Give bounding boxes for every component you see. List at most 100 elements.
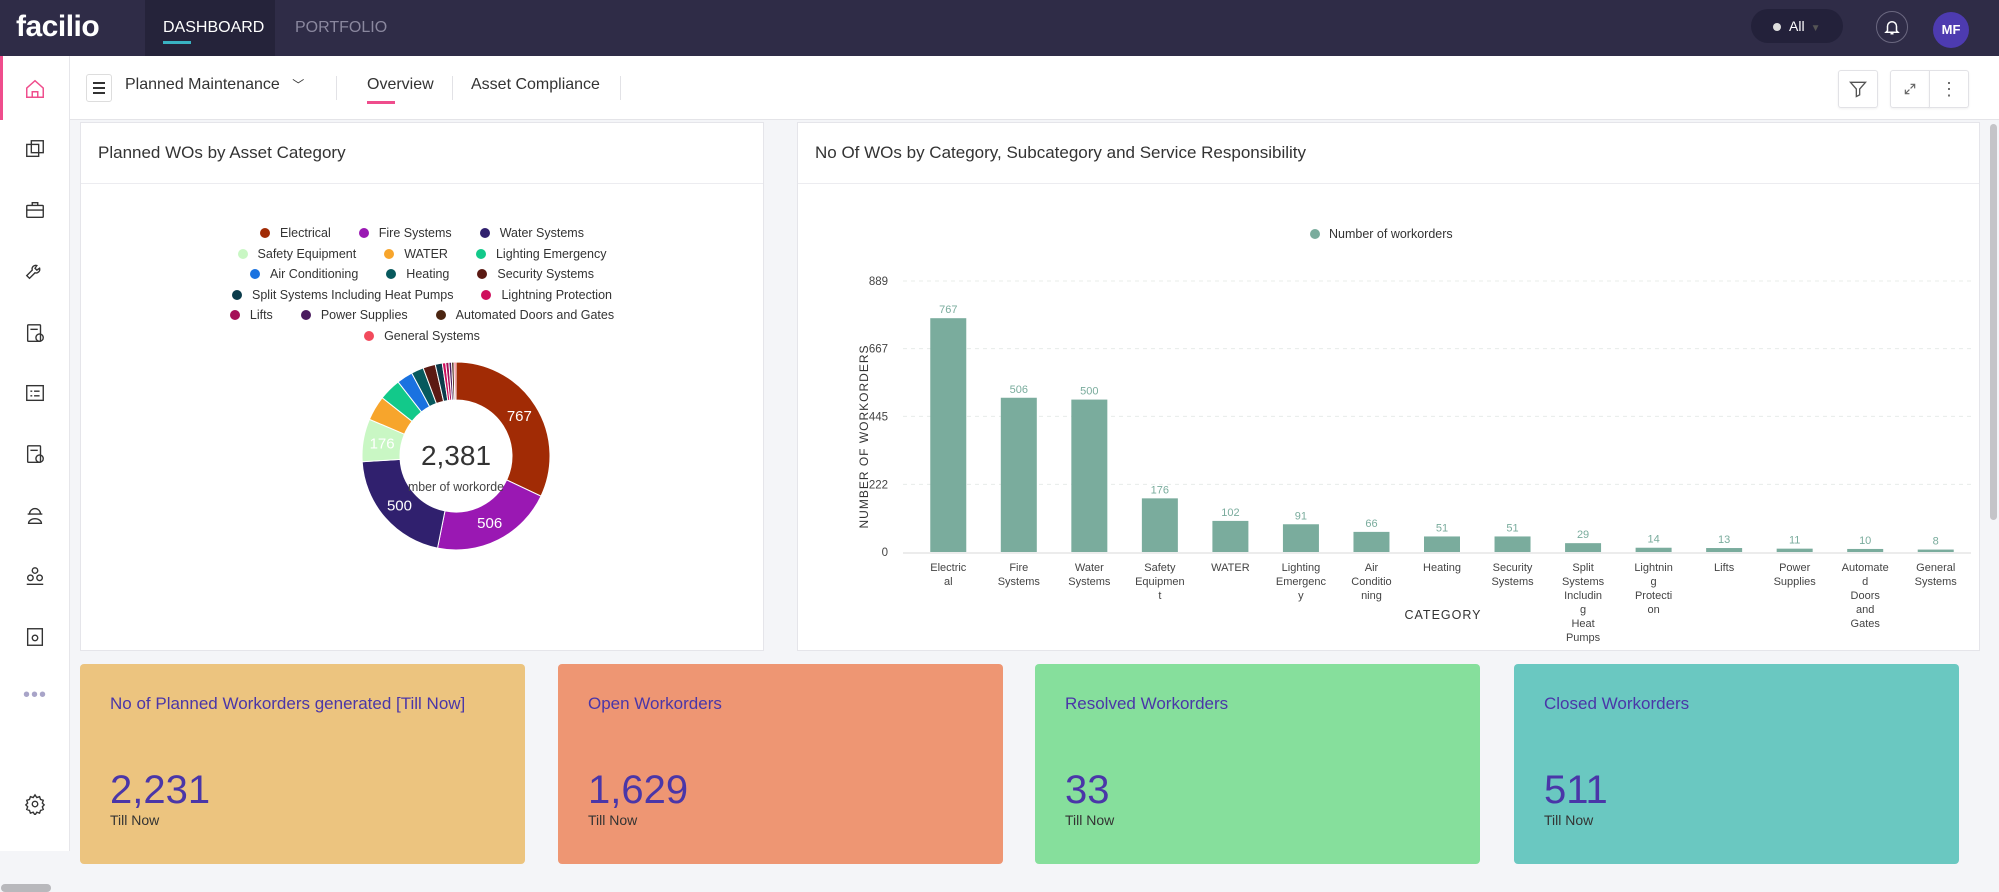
- user-avatar[interactable]: MF: [1933, 12, 1969, 48]
- legend-item[interactable]: Split Systems Including Heat Pumps: [232, 288, 453, 302]
- x-tick-label: Safety: [1144, 562, 1176, 574]
- legend-item[interactable]: Power Supplies: [300, 308, 408, 322]
- legend-item[interactable]: Water Systems: [479, 226, 584, 241]
- divider: [336, 76, 337, 100]
- bar: [1212, 520, 1249, 552]
- legend-label: Water Systems: [499, 226, 584, 241]
- kpi-card-open[interactable]: Open Workorders 1,629 Till Now: [558, 664, 1003, 864]
- bar-value-label: 51: [1436, 522, 1448, 534]
- y-tick-label: 445: [869, 411, 888, 423]
- kpi-subtitle: Till Now: [110, 812, 160, 828]
- x-tick-label: on: [1647, 604, 1659, 616]
- tab-asset-compliance[interactable]: Asset Compliance: [471, 76, 600, 93]
- bar-value-label: 10: [1859, 535, 1871, 547]
- legend-dot: [358, 228, 369, 239]
- x-tick-label: al: [944, 576, 953, 588]
- x-tick-label: Pumps: [1566, 632, 1601, 644]
- portfolio-icon[interactable]: [22, 197, 48, 223]
- y-tick-label: 889: [869, 276, 888, 288]
- checklist-icon[interactable]: [22, 380, 48, 406]
- legend-dot: [481, 289, 492, 300]
- legend-item[interactable]: Automated Doors and Gates: [435, 308, 614, 322]
- legend-item[interactable]: Air Conditioning: [250, 267, 358, 281]
- fullscreen-button[interactable]: [1890, 70, 1930, 108]
- settings-icon[interactable]: [22, 791, 48, 817]
- tenants-icon[interactable]: [22, 563, 48, 589]
- notifications-button[interactable]: [1876, 11, 1908, 43]
- facilio-logo[interactable]: facilio: [16, 10, 100, 43]
- legend-label: Air Conditioning: [270, 267, 359, 282]
- slice-label: 176: [370, 435, 395, 452]
- legend-dot: [1310, 229, 1320, 239]
- kpi-card-planned-generated[interactable]: No of Planned Workorders generated [Till…: [80, 664, 525, 864]
- filter-icon: [1849, 81, 1867, 98]
- nav-tab-portfolio[interactable]: PORTFOLIO: [295, 19, 388, 36]
- x-tick-label: Automate: [1842, 562, 1889, 574]
- kpi-card-resolved[interactable]: Resolved Workorders 33 Till Now: [1035, 664, 1480, 864]
- legend-item[interactable]: Security Systems: [477, 267, 594, 281]
- kpi-subtitle: Till Now: [1065, 812, 1115, 828]
- bar: [1282, 524, 1319, 552]
- building-icon[interactable]: [22, 624, 48, 650]
- assets-icon[interactable]: [22, 136, 48, 162]
- bar: [1071, 399, 1108, 552]
- legend-row: Air Conditioning Heating Security Systems: [81, 264, 763, 285]
- legend-row: General Systems: [81, 326, 763, 347]
- x-tick-label: Air: [1365, 562, 1379, 574]
- legend-item[interactable]: Lifts: [229, 308, 273, 322]
- x-tick-label: Protecti: [1635, 590, 1672, 602]
- legend-item[interactable]: WATER: [384, 247, 448, 261]
- donut-slice: [455, 361, 551, 497]
- legend-item[interactable]: Heating: [386, 267, 449, 281]
- x-tick-label: General: [1916, 562, 1955, 574]
- x-tick-label: Emergenc: [1276, 576, 1327, 588]
- wrench-icon[interactable]: [22, 258, 48, 284]
- invoice-icon[interactable]: [22, 441, 48, 467]
- x-tick-label: Systems: [1915, 576, 1958, 588]
- bar: [1000, 397, 1037, 552]
- more-options-button[interactable]: ⋮: [1929, 70, 1969, 108]
- kpi-value: 1,629: [588, 768, 689, 812]
- dashboard-list-toggle[interactable]: [86, 74, 112, 102]
- tab-overview[interactable]: Overview: [367, 76, 434, 104]
- legend-label: WATER: [404, 246, 448, 261]
- legend-label: General Systems: [384, 328, 480, 343]
- site-filter-dropdown[interactable]: All ▼: [1751, 9, 1843, 43]
- bar-value-label: 29: [1577, 529, 1589, 541]
- legend-item[interactable]: Electrical: [260, 226, 331, 240]
- home-icon[interactable]: [22, 76, 48, 102]
- bar: [1635, 547, 1672, 552]
- legend-dot: [300, 310, 311, 321]
- legend-item[interactable]: Lighting Emergency: [475, 246, 607, 261]
- legend-item[interactable]: General Systems: [364, 329, 480, 343]
- donut-legend: Electrical Fire Systems Water Systems Safet…: [81, 223, 763, 346]
- bar-chart-card: No Of WOs by Category, Subcategory and S…: [797, 122, 1980, 651]
- nav-tab-dashboard[interactable]: DASHBOARD: [145, 0, 275, 56]
- dashboard-selector[interactable]: Planned Maintenance ﹀: [125, 76, 304, 94]
- donut-chart-card: Planned WOs by Asset Category Electrical…: [80, 122, 764, 651]
- legend-item[interactable]: Lightning Protection: [481, 288, 612, 302]
- x-tick-label: g: [1580, 604, 1586, 616]
- legend-label: Heating: [406, 267, 450, 282]
- y-tick-label: 222: [869, 479, 888, 491]
- vertical-scrollbar[interactable]: [1990, 124, 1997, 520]
- horizontal-scrollbar[interactable]: [1, 884, 51, 892]
- workforce-icon[interactable]: [22, 502, 48, 528]
- kpi-card-closed[interactable]: Closed Workorders 511 Till Now: [1514, 664, 1959, 864]
- x-tick-label: Security: [1493, 562, 1533, 574]
- x-tick-label: Lifts: [1714, 562, 1735, 574]
- x-tick-label: Heating: [1423, 562, 1461, 574]
- x-tick-label: Includin: [1564, 590, 1602, 602]
- legend-label: Lighting Emergency: [495, 246, 607, 261]
- legend-label: Security Systems: [497, 267, 594, 282]
- caret-down-icon: ▼: [1810, 23, 1821, 34]
- legend-item[interactable]: Fire Systems: [358, 226, 452, 240]
- budget-icon[interactable]: [22, 320, 48, 346]
- bar: [1776, 548, 1813, 552]
- filter-button[interactable]: [1838, 70, 1878, 108]
- x-tick-label: ning: [1361, 590, 1382, 602]
- more-icon[interactable]: •••: [22, 683, 47, 706]
- top-bar: facilio DASHBOARD PORTFOLIO All ▼ MF: [0, 0, 1999, 56]
- divider: [81, 183, 763, 184]
- legend-item[interactable]: Safety Equipment: [237, 247, 356, 261]
